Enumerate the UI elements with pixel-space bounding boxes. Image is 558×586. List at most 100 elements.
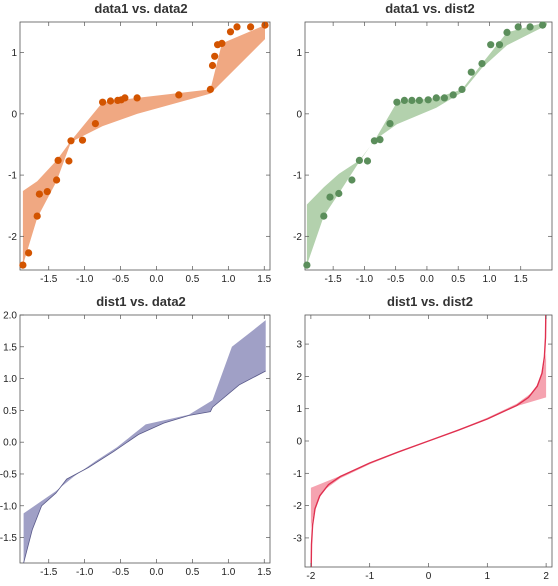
data-point (514, 23, 522, 31)
plot-frame (304, 21, 553, 271)
y-tick-label: -1 (8, 171, 17, 182)
y-tick-label: 3 (296, 340, 302, 351)
point-layer (19, 21, 269, 269)
data-point (261, 21, 269, 29)
data-point (386, 120, 394, 128)
data-point (206, 85, 214, 93)
y-tick-label: -2 (293, 232, 302, 243)
point-layer (310, 314, 547, 568)
data-point (78, 136, 87, 144)
data-point (175, 91, 183, 99)
data-point (211, 52, 219, 60)
data-point (363, 157, 372, 165)
data-point (303, 261, 311, 269)
x-tick-label: 0 (426, 571, 432, 582)
data-point (67, 137, 75, 145)
x-tick-label: 0.5 (185, 274, 199, 285)
data-point (91, 120, 99, 128)
data-point (415, 96, 423, 104)
y-tick-label: -1 (293, 469, 302, 480)
data-point (54, 156, 62, 164)
data-point (449, 91, 457, 99)
panel-dist1-vs-dist2: dist1 vs. dist2 -2 -1 0 1 2 -3 -2 -1 0 1 2 3 (293, 294, 553, 582)
x-tick-label: 1.5 (257, 567, 271, 578)
data-point (467, 68, 475, 76)
data-point (133, 94, 141, 102)
data-point (393, 98, 401, 106)
data-point (526, 23, 534, 31)
band-layer (22, 25, 266, 266)
data-point (320, 212, 328, 220)
x-tick-label: -1.0 (356, 274, 374, 285)
data-point (226, 28, 235, 36)
y-tick-label: 0.5 (3, 406, 17, 417)
x-tick-label: 2 (543, 571, 549, 582)
y-tick-label: 1.5 (3, 342, 17, 353)
axes-layer: -1.5 -1.0 -0.5 0.0 0.5 1.0 1.5 -1.5 -1.0 -0.5 0.0 0… (0, 311, 272, 579)
panel-title: dist1 vs. data2 (96, 294, 186, 309)
axes-layer: -1.5 -1.0 -0.5 0.0 0.5 1.0 1.5 -2 -1 0 1 (293, 22, 552, 285)
x-tick-label: -0.5 (112, 274, 130, 285)
x-tick-label: 0.0 (150, 274, 164, 285)
data-point (370, 137, 378, 145)
y-tick-label: 2.0 (3, 311, 17, 322)
x-tick-label: 0.0 (420, 274, 434, 285)
y-tick-label: 1 (296, 404, 302, 415)
y-tick-label: 0 (296, 437, 302, 448)
data-point (408, 96, 416, 104)
y-tick-label: -0.5 (0, 469, 17, 480)
confidence-band (23, 320, 266, 563)
x-tick-label: 0.5 (185, 567, 199, 578)
data-point (376, 136, 384, 144)
x-tick-label: -0.5 (112, 567, 130, 578)
data-point (65, 157, 73, 165)
data-point (208, 61, 217, 70)
panel-dist1-vs-data2: dist1 vs. data2 -1.5 -1.0 -0.5 0.0 0.5 1.0 1.5… (0, 294, 272, 578)
y-tick-label: 1.0 (3, 374, 17, 385)
data-point (495, 41, 504, 49)
x-tick-label: 0.5 (451, 274, 465, 285)
data-point (33, 212, 41, 220)
data-point (121, 94, 129, 102)
x-tick-label: -1.0 (76, 567, 94, 578)
panel-title: data1 vs. data2 (94, 1, 187, 16)
data-point (43, 188, 51, 196)
data-point (53, 176, 61, 184)
x-tick-label: 1 (485, 571, 491, 582)
band-edge-line (23, 370, 266, 564)
confidence-band (306, 22, 547, 266)
y-tick-label: -2 (8, 232, 17, 243)
panel-title: data1 vs. dist2 (385, 1, 475, 16)
x-tick-label: 1.5 (514, 274, 528, 285)
x-tick-label: -0.5 (387, 274, 405, 285)
band-layer (23, 320, 266, 564)
y-tick-label: -1 (293, 171, 302, 182)
point-layer (303, 21, 547, 269)
y-tick-label: 0.0 (3, 438, 17, 449)
data-point (440, 94, 448, 102)
data-point (458, 85, 466, 93)
data-point (487, 41, 495, 49)
x-tick-label: -1 (365, 571, 374, 582)
plot-frame (19, 21, 271, 271)
panel-data1-vs-data2: data1 vs. data2 -1.5 -1.0 -0.5 0.0 0.5 1.0 1.5… (8, 1, 272, 285)
x-tick-label: -1.5 (325, 274, 343, 285)
y-tick-label: 0 (296, 109, 302, 120)
y-tick-label: 1 (11, 48, 17, 59)
data-point (19, 261, 27, 269)
confidence-band (22, 25, 266, 266)
panel-data1-vs-dist2: data1 vs. dist2 -1.5 -1.0 -0.5 0.0 0.5 1.0 1.5… (293, 1, 553, 285)
x-tick-label: 1.5 (257, 274, 271, 285)
data-point (503, 28, 511, 36)
y-tick-label: -1.5 (0, 533, 17, 544)
y-tick-label: -1.0 (0, 501, 17, 512)
data-point (400, 96, 408, 104)
plot-frame (19, 314, 271, 564)
data-point (218, 39, 226, 48)
x-tick-label: -2 (306, 571, 315, 582)
data-point (25, 249, 33, 257)
band-layer (306, 22, 547, 266)
data-point (355, 156, 363, 164)
data-point (424, 96, 432, 104)
